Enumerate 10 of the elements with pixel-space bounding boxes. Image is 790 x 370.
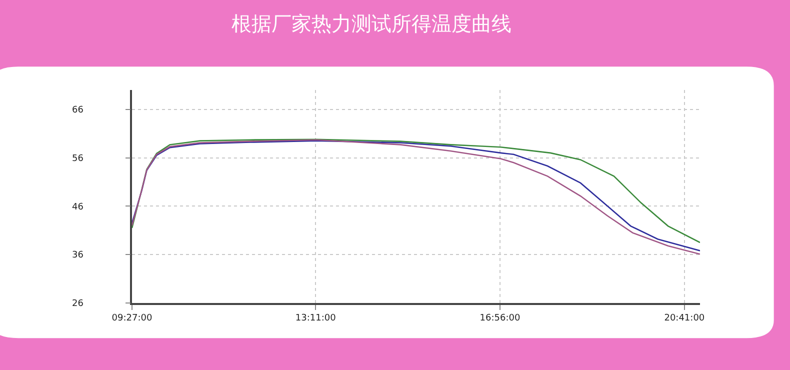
- x-tick-label: 16:56:00: [480, 314, 520, 324]
- y-tick-label: 46: [72, 202, 84, 212]
- x-tick-label: 09:27:00: [112, 314, 152, 324]
- y-tick-label: 36: [72, 250, 84, 261]
- chart-title: 根据厂家热力测试所得温度曲线: [231, 12, 512, 36]
- y-tick-label: 56: [72, 154, 84, 164]
- x-tick-label: 20:41:00: [664, 314, 705, 324]
- x-tick-label: 13:11:00: [295, 314, 336, 324]
- y-tick-label: 66: [72, 106, 84, 116]
- y-tick-label: 26: [72, 299, 84, 310]
